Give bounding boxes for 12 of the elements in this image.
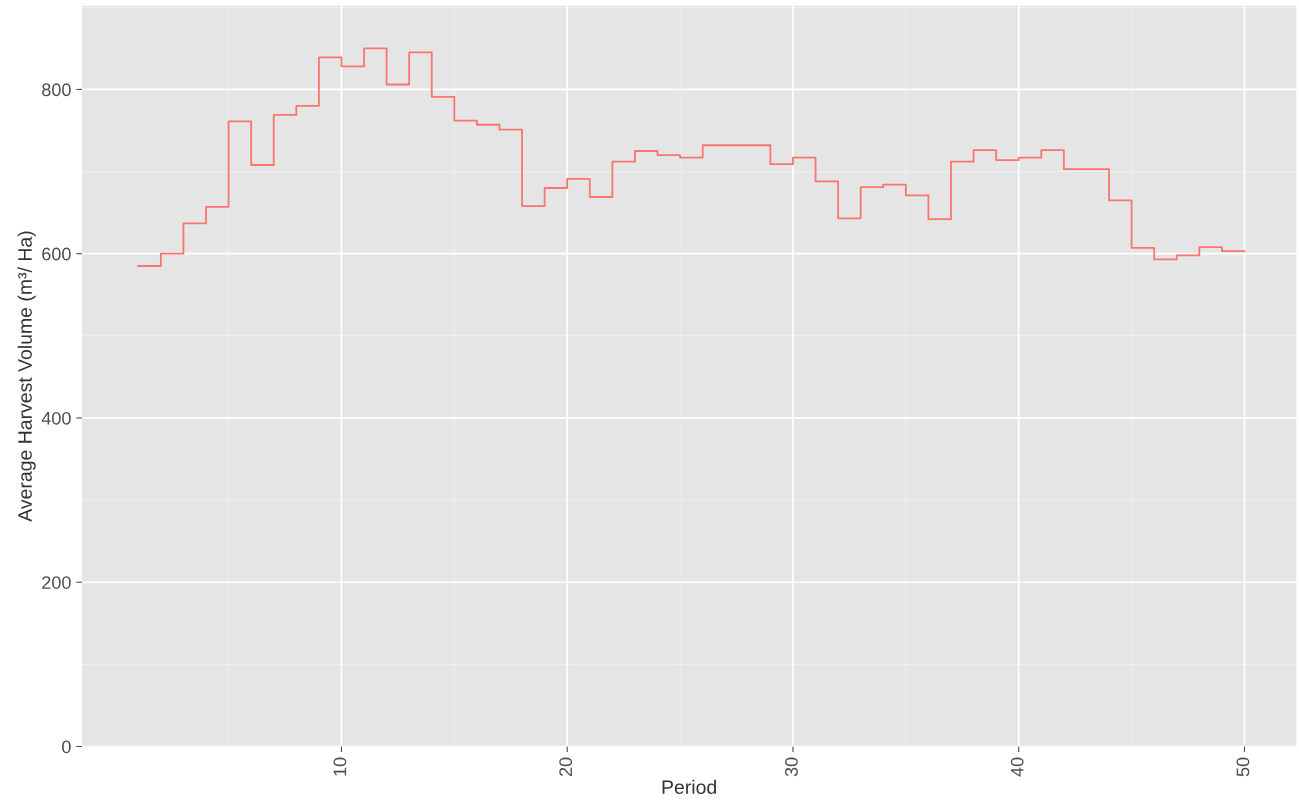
x-tick-label: 40	[1010, 757, 1024, 777]
x-tick-label: 10	[333, 757, 347, 776]
y-tick-label: 400	[41, 411, 71, 425]
y-tick-label: 0	[62, 740, 71, 754]
x-axis-title: Period	[662, 779, 716, 795]
y-tick-label: 800	[42, 83, 71, 97]
y-tick-label: 200	[42, 576, 71, 589]
x-tick-label: 50	[1236, 757, 1250, 777]
y-axis-title: Average Harvest Volume (m³/ Ha)	[17, 231, 36, 522]
x-tick-label: 30	[785, 757, 798, 777]
x-tick-label: 20	[559, 757, 573, 777]
y-tick-label: 600	[42, 247, 71, 261]
